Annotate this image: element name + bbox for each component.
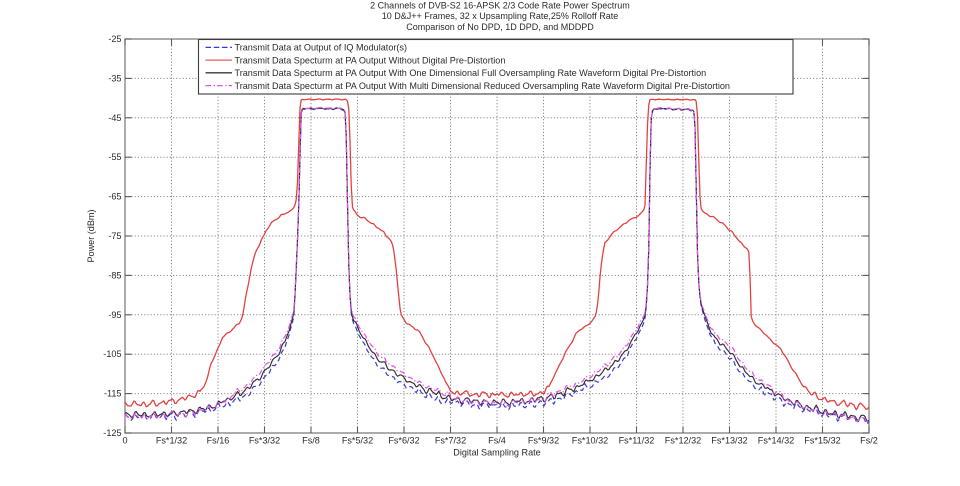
svg-text:-125: -125 [103,428,121,438]
svg-text:Fs*9/32: Fs*9/32 [528,436,559,446]
svg-text:-105: -105 [103,349,121,359]
svg-text:Transmit Data Specturm at PA O: Transmit Data Specturm at PA Output With… [235,81,730,91]
svg-text:-95: -95 [108,310,121,320]
svg-text:Fs*11/32: Fs*11/32 [619,436,655,446]
svg-text:Fs*13/32: Fs*13/32 [711,436,747,446]
svg-text:Fs*6/32: Fs*6/32 [388,436,419,446]
svg-text:Digital Sampling Rate: Digital Sampling Rate [453,447,540,457]
svg-text:Fs/8: Fs/8 [302,436,320,446]
svg-text:Fs*15/32: Fs*15/32 [804,436,840,446]
svg-text:Comparison of No DPD, 1D DPD,: Comparison of No DPD, 1D DPD, and MDDPD [406,22,594,32]
svg-text:Power (dBm): Power (dBm) [86,209,96,262]
svg-text:-25: -25 [108,34,121,44]
svg-text:-35: -35 [108,73,121,83]
svg-text:Fs/2: Fs/2 [860,436,878,446]
svg-text:-65: -65 [108,192,121,202]
svg-text:Transmit Data Specturm at PA O: Transmit Data Specturm at PA Output With… [235,68,707,78]
svg-text:Fs*3/32: Fs*3/32 [249,436,280,446]
svg-text:-75: -75 [108,231,121,241]
svg-text:-85: -85 [108,270,121,280]
svg-text:Fs/4: Fs/4 [488,436,506,446]
svg-text:0: 0 [122,436,127,446]
svg-text:Transmit Data Specturm at PA O: Transmit Data Specturm at PA Output With… [235,55,506,65]
svg-text:-115: -115 [104,389,122,399]
svg-text:Fs*10/32: Fs*10/32 [572,436,608,446]
svg-text:2 Channels of DVB-S2 16-APSK 2: 2 Channels of DVB-S2 16-APSK 2/3 Code Ra… [370,1,630,11]
svg-text:10 D&J++ Frames, 32 x Upsampli: 10 D&J++ Frames, 32 x Upsampling Rate,25… [382,11,618,21]
svg-text:Fs/16: Fs/16 [207,436,230,446]
svg-text:Fs*1/32: Fs*1/32 [156,436,187,446]
svg-text:Fs*12/32: Fs*12/32 [665,436,701,446]
svg-text:Transmit Data at Output of IQ: Transmit Data at Output of IQ Modulator(… [235,43,408,53]
svg-text:-45: -45 [108,113,121,123]
svg-text:Fs*14/32: Fs*14/32 [758,436,794,446]
svg-text:Fs*5/32: Fs*5/32 [342,436,373,446]
svg-text:Fs*7/32: Fs*7/32 [435,436,466,446]
svg-text:-55: -55 [108,152,121,162]
